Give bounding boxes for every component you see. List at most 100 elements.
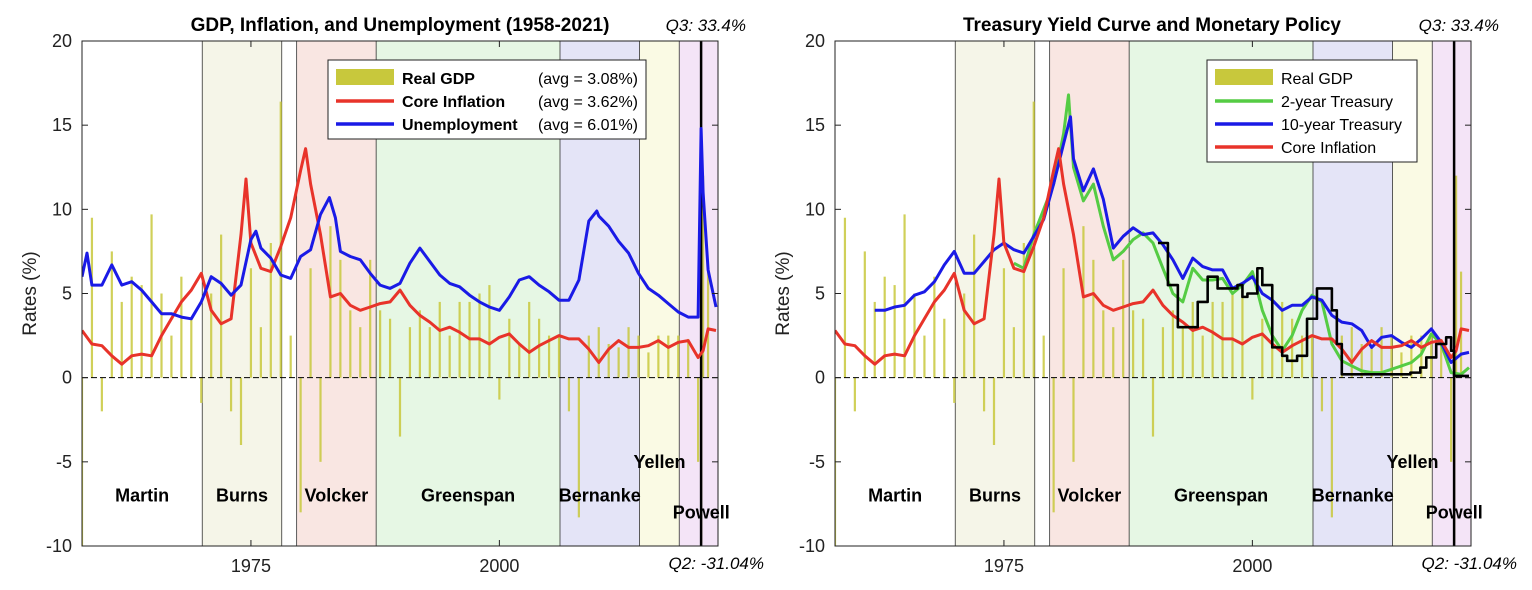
- y-tick-label: 10: [52, 199, 72, 219]
- legend: Real GDP 2-year Treasury 10-year Treasury C…: [1206, 59, 1418, 163]
- gdp-bar: [239, 377, 243, 445]
- gdp-bar: [873, 301, 876, 378]
- gdp-bar: [279, 101, 282, 378]
- gdp-bar: [933, 276, 936, 378]
- gdp-bar: [289, 335, 292, 378]
- gdp-bar: [1132, 310, 1135, 378]
- gdp-bar: [607, 344, 610, 378]
- plot-area: [835, 41, 1471, 546]
- era-label-greenspan: Greenspan: [421, 486, 515, 506]
- gdp-bar: [508, 318, 511, 378]
- gdp-bar: [557, 335, 561, 378]
- era-label-bernanke: Bernanke: [559, 486, 641, 506]
- gdp-bar: [1410, 335, 1413, 378]
- gdp-bar: [518, 344, 521, 378]
- gdp-bar: [1291, 318, 1294, 378]
- gdp-bar: [1390, 335, 1393, 378]
- gdp-bar: [627, 327, 630, 378]
- gdp-bar: [319, 377, 322, 462]
- gdp-bar: [388, 318, 392, 378]
- legend-label: 2-year Treasury: [1281, 94, 1393, 111]
- gdp-bar: [1261, 318, 1264, 378]
- gdp-bar: [597, 327, 600, 378]
- gdp-bar: [577, 377, 580, 518]
- y-tick-label: 0: [815, 368, 825, 388]
- gdp-bar: [1141, 318, 1145, 378]
- gdp-bar: [1201, 335, 1204, 378]
- gdp-bar: [667, 335, 670, 378]
- gdp-bar: [1251, 377, 1254, 400]
- annotation-top: Q3: 33.4%: [666, 16, 746, 35]
- series-line-core-inflation: [82, 147, 717, 366]
- gdp-bar: [170, 335, 173, 378]
- legend-swatch-bar: [1215, 69, 1273, 85]
- era-label-powell: Powell: [1426, 502, 1483, 522]
- gdp-bar: [200, 377, 203, 403]
- gdp-bar: [458, 301, 461, 378]
- gdp-bar: [1231, 293, 1234, 378]
- gdp-bar: [1122, 259, 1125, 378]
- gdp-bar: [190, 318, 193, 378]
- y-tick-label: -5: [56, 452, 72, 472]
- legend-label: Core Inflation: [402, 94, 505, 111]
- gdp-bar: [1112, 327, 1115, 378]
- gdp-bar: [488, 285, 491, 378]
- gdp-bar: [498, 377, 501, 400]
- gdp-bar: [220, 234, 223, 378]
- x-tick-label: 1975: [984, 556, 1024, 576]
- gdp-bar: [706, 271, 710, 378]
- gdp-bar: [339, 259, 342, 378]
- y-axis-label: Rates (%): [773, 251, 794, 335]
- series-line-unemployment: [82, 127, 718, 321]
- gdp-bar: [637, 335, 640, 378]
- gdp-bar: [1459, 271, 1463, 378]
- gdp-bar: [701, 175, 705, 378]
- gdp-bar: [210, 293, 213, 378]
- gdp-bar: [408, 327, 412, 378]
- era-label-volcker: Volcker: [305, 486, 369, 506]
- gdp-bar: [369, 259, 372, 378]
- annotation-top: Q3: 33.4%: [1419, 16, 1499, 35]
- gdp-bar: [1181, 327, 1184, 378]
- series-line-core-inflation: [835, 147, 1470, 366]
- gdp-bar: [398, 377, 402, 437]
- gdp-bar: [1380, 327, 1383, 378]
- era-label-yellen: Yellen: [1386, 452, 1438, 472]
- gdp-bar: [438, 301, 441, 378]
- gdp-bar: [538, 318, 541, 378]
- gdp-bar: [1370, 347, 1373, 378]
- gdp-bar: [923, 335, 926, 378]
- era-label-yellen: Yellen: [633, 452, 685, 472]
- legend-label: 10-year Treasury: [1281, 117, 1402, 134]
- gdp-bar: [1420, 335, 1423, 378]
- annotation-bottom: Q2: -31.04%: [1422, 554, 1517, 573]
- gdp-bar: [547, 335, 551, 378]
- legend-avg: (avg = 3.08%): [538, 71, 638, 88]
- era-label-burns: Burns: [969, 486, 1021, 506]
- gdp-bar: [992, 377, 996, 445]
- era-band-gap: [1034, 41, 1050, 546]
- gdp-bar: [359, 327, 362, 378]
- x-tick-label: 2000: [479, 556, 519, 576]
- y-tick-label: 5: [815, 284, 825, 304]
- gdp-bar: [1330, 377, 1333, 518]
- gdp-bar: [953, 377, 956, 403]
- gdp-bar: [1320, 377, 1324, 412]
- gdp-bar: [428, 327, 431, 378]
- plot-area: [82, 41, 718, 546]
- gdp-bar: [1241, 285, 1244, 378]
- gdp-bar: [1171, 310, 1174, 378]
- era-band-gap: [281, 41, 297, 546]
- gdp-bar: [1350, 327, 1353, 378]
- gdp-bar: [853, 377, 856, 412]
- gdp-bar: [657, 335, 660, 378]
- era-label-burns: Burns: [216, 486, 268, 506]
- gdp-bar: [973, 234, 976, 378]
- gdp-bar: [1151, 377, 1155, 437]
- gdp-bar: [100, 377, 103, 412]
- y-axis-label: Rates (%): [20, 251, 41, 335]
- gdp-bar: [1052, 377, 1055, 513]
- gdp-bar: [1012, 327, 1015, 378]
- era-label-volcker: Volcker: [1058, 486, 1122, 506]
- gdp-bar: [1082, 226, 1085, 378]
